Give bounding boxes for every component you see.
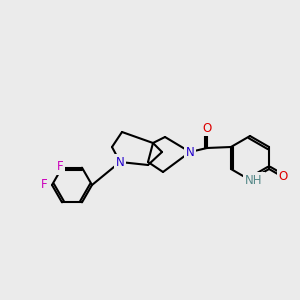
Text: O: O	[202, 122, 211, 134]
Text: N: N	[116, 155, 124, 169]
Text: NH: NH	[245, 173, 263, 187]
Text: F: F	[41, 178, 47, 191]
Text: N: N	[186, 146, 194, 158]
Text: F: F	[41, 178, 47, 191]
Text: F: F	[57, 160, 63, 173]
Text: O: O	[278, 170, 287, 184]
Text: F: F	[57, 160, 63, 173]
